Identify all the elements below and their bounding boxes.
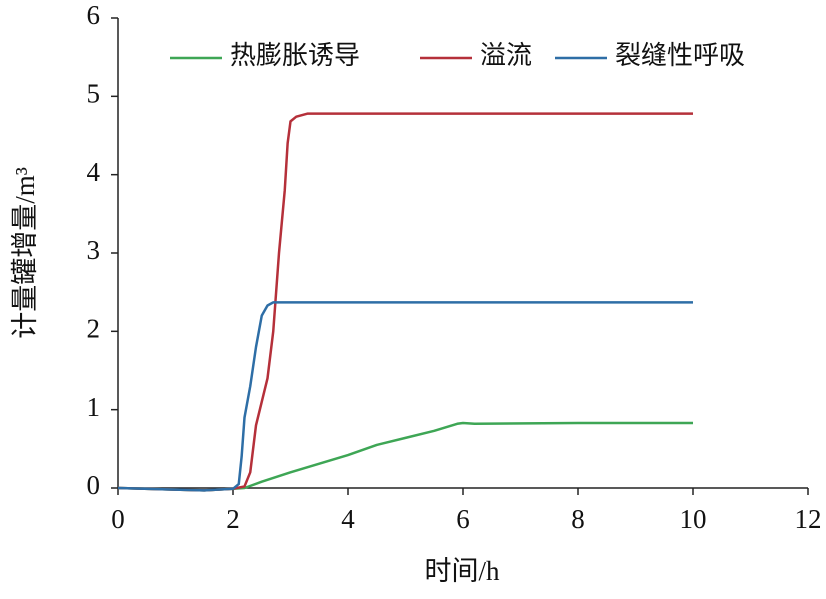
x-tick-label: 6 bbox=[456, 504, 470, 534]
y-tick-label: 0 bbox=[87, 470, 101, 500]
x-tick-label: 10 bbox=[680, 504, 707, 534]
x-axis-label: 时间/h bbox=[424, 556, 500, 586]
line bbox=[117, 421, 693, 492]
y-tick-label: 4 bbox=[87, 157, 101, 187]
legend-label: 热膨胀诱导 bbox=[230, 41, 360, 70]
y-tick-label: 5 bbox=[87, 79, 101, 109]
y-tick-label: 6 bbox=[87, 0, 101, 30]
legend-label: 裂缝性呼吸 bbox=[615, 41, 745, 70]
x-tick-label: 4 bbox=[341, 504, 355, 534]
x-tick-label: 2 bbox=[226, 504, 240, 534]
x-tick-label: 8 bbox=[571, 504, 585, 534]
y-axis-label: 计量罐增量/m³ bbox=[10, 167, 40, 339]
legend-label: 溢流 bbox=[480, 41, 532, 70]
line bbox=[117, 301, 693, 492]
y-tick-label: 1 bbox=[87, 392, 101, 422]
x-tick-label: 12 bbox=[795, 504, 822, 534]
y-tick-label: 2 bbox=[87, 314, 101, 344]
x-tick-label: 0 bbox=[111, 504, 125, 534]
y-tick-label: 3 bbox=[87, 235, 101, 265]
